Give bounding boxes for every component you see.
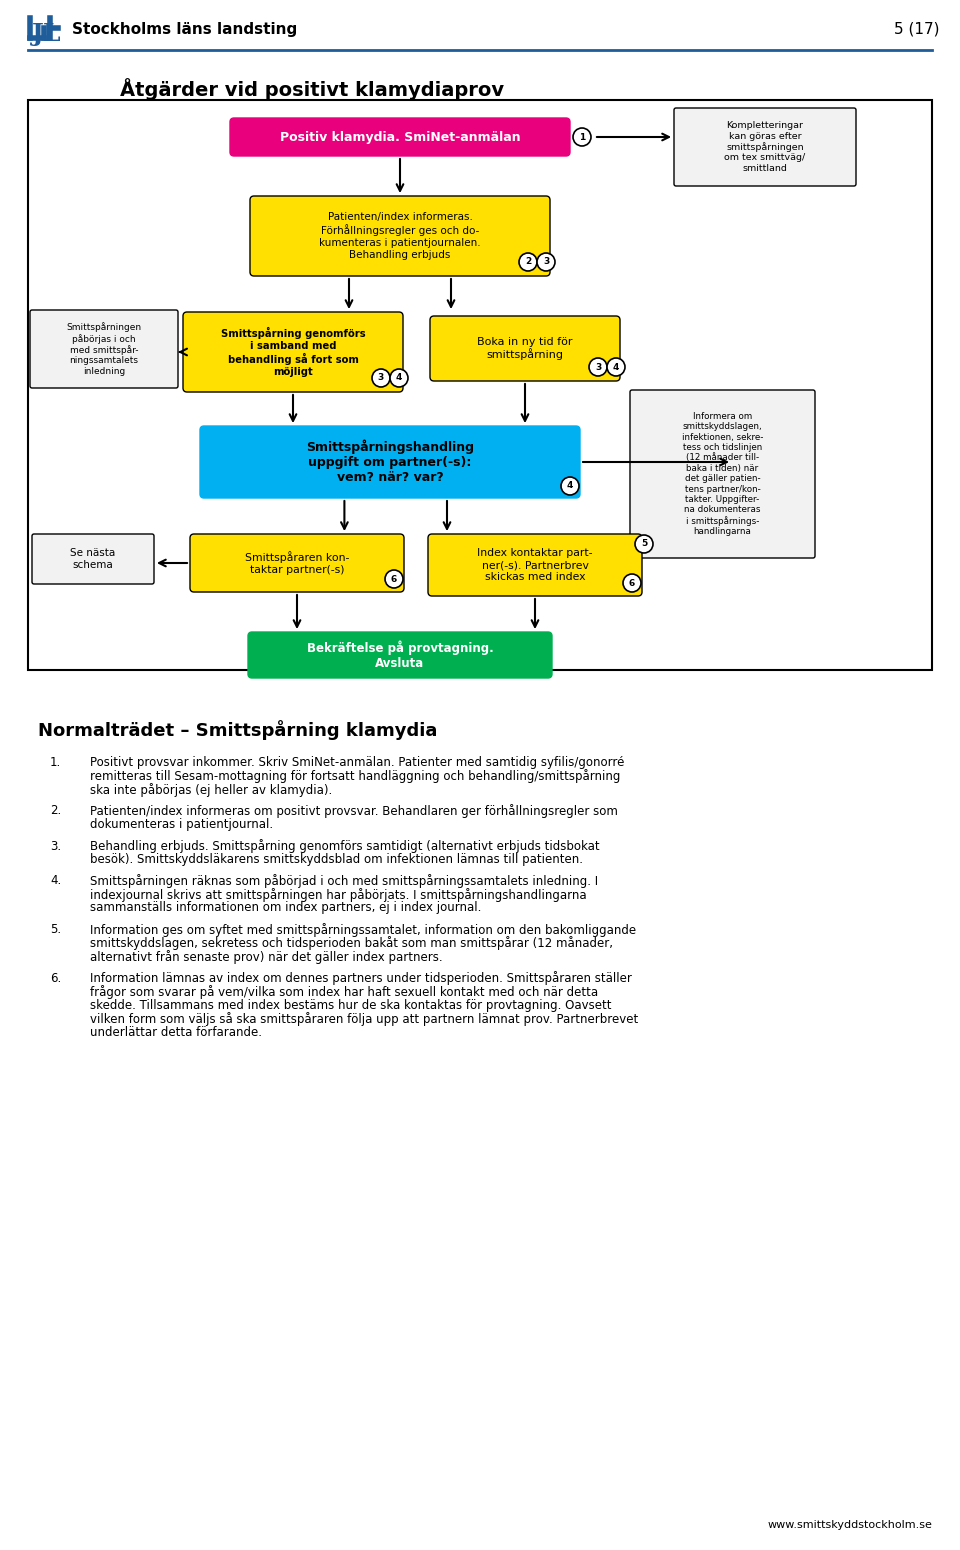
Text: 3: 3 [378,374,384,383]
Text: smittskyddslagen, sekretess och tidsperioden bakåt som man smittspårar (12 månad: smittskyddslagen, sekretess och tidsperi… [90,936,613,950]
FancyBboxPatch shape [630,391,815,558]
FancyBboxPatch shape [428,535,642,597]
Text: Smittspårningen
påbörjas i och
med smittspår-
ningssamtalets
inledning: Smittspårningen påbörjas i och med smitt… [66,322,141,375]
Text: 3: 3 [595,363,601,372]
Text: 4.: 4. [50,874,61,888]
Text: 6: 6 [629,578,636,587]
Text: Index kontaktar part-
ner(-s). Partnerbrev
skickas med index: Index kontaktar part- ner(-s). Partnerbr… [477,549,592,581]
Text: www.smittskyddstockholm.se: www.smittskyddstockholm.se [767,1521,932,1530]
Text: Bekräftelse på provtagning.
Avsluta: Bekräftelse på provtagning. Avsluta [306,640,493,670]
FancyBboxPatch shape [28,101,932,670]
Text: underlättar detta förfarande.: underlättar detta förfarande. [90,1026,262,1039]
Text: Smittspårning genomförs
i samband med
behandling så fort som
möjligt: Smittspårning genomförs i samband med be… [221,327,366,377]
Circle shape [372,369,390,388]
Text: Kompletteringar
kan göras efter
smittspårningen
om tex smittväg/
smittland: Kompletteringar kan göras efter smittspå… [725,121,805,174]
Text: skedde. Tillsammans med index bestäms hur de ska kontaktas för provtagning. Oavs: skedde. Tillsammans med index bestäms hu… [90,998,612,1012]
Circle shape [561,477,579,494]
Text: sammanställs informationen om index partners, ej i index journal.: sammanställs informationen om index part… [90,902,481,914]
Text: 5 (17): 5 (17) [895,22,940,37]
Text: 2: 2 [525,257,531,267]
Text: dokumenteras i patientjournal.: dokumenteras i patientjournal. [90,818,274,831]
Circle shape [537,253,555,271]
Text: Behandling erbjuds. Smittspårning genomförs samtidigt (alternativt erbjuds tidsb: Behandling erbjuds. Smittspårning genomf… [90,840,600,854]
Text: 4: 4 [396,374,402,383]
Text: J: J [32,22,44,46]
Text: Smittspårningshandling
uppgift om partner(-s):
vem? när? var?: Smittspårningshandling uppgift om partne… [306,440,474,484]
FancyBboxPatch shape [250,195,550,276]
Text: Informera om
smittskyddslagen,
infektionen, sekre-
tess och tidslinjen
(12 månad: Informera om smittskyddslagen, infektion… [682,412,763,536]
Text: Åtgärder vid positivt klamydiaprov: Åtgärder vid positivt klamydiaprov [120,78,504,101]
Text: 6.: 6. [50,972,61,984]
Text: 2.: 2. [50,804,61,817]
Text: L: L [43,22,60,46]
Text: 5: 5 [641,539,647,549]
Text: alternativt från senaste prov) när det gäller index partners.: alternativt från senaste prov) när det g… [90,950,443,964]
Text: 1.: 1. [50,756,61,769]
Circle shape [589,358,607,377]
Text: 4: 4 [612,363,619,372]
FancyBboxPatch shape [430,316,620,381]
Text: Information lämnas av index om dennes partners under tidsperioden. Smittspåraren: Information lämnas av index om dennes pa… [90,972,632,986]
Circle shape [519,253,537,271]
FancyBboxPatch shape [30,310,178,388]
Text: Boka in ny tid för
smittspårning: Boka in ny tid för smittspårning [477,336,573,361]
FancyBboxPatch shape [200,426,580,498]
Text: ska inte påbörjas (ej heller av klamydia).: ska inte påbörjas (ej heller av klamydia… [90,783,332,797]
FancyBboxPatch shape [230,118,570,157]
Text: vilken form som väljs så ska smittspåraren följa upp att partnern lämnat prov. P: vilken form som väljs så ska smittspårar… [90,1012,638,1026]
Text: Se nästa
schema: Se nästa schema [70,549,115,570]
Text: Smittspåraren kon-
taktar partner(-s): Smittspåraren kon- taktar partner(-s) [245,552,349,575]
Text: Stockholms läns landsting: Stockholms läns landsting [72,22,298,37]
FancyBboxPatch shape [183,312,403,392]
Circle shape [390,369,408,388]
Circle shape [635,535,653,553]
Text: frågor som svarar på vem/vilka som index har haft sexuell kontakt med och när de: frågor som svarar på vem/vilka som index… [90,984,598,998]
Text: besök). Smittskyddsläkarens smittskyddsblad om infektionen lämnas till patienten: besök). Smittskyddsläkarens smittskyddsb… [90,853,583,866]
Text: Positiv klamydia. SmiNet-anmälan: Positiv klamydia. SmiNet-anmälan [279,130,520,144]
Text: indexjournal skrivs att smittspårningen har påbörjats. I smittspårningshandlinga: indexjournal skrivs att smittspårningen … [90,888,587,902]
FancyBboxPatch shape [248,632,552,677]
Text: Smittspårningen räknas som påbörjad i och med smittspårningssamtalets inledning.: Smittspårningen räknas som påbörjad i oc… [90,874,598,888]
Text: 5.: 5. [50,922,61,936]
Circle shape [623,574,641,592]
Text: 4: 4 [566,482,573,490]
Circle shape [385,570,403,587]
Text: remitteras till Sesam-mottagning för fortsatt handläggning och behandling/smitts: remitteras till Sesam-mottagning för for… [90,769,620,783]
Text: Patienten/index informeras.
Förhållningsregler ges och do-
kumenteras i patientj: Patienten/index informeras. Förhållnings… [319,212,481,259]
FancyBboxPatch shape [674,109,856,186]
Text: 6: 6 [391,575,397,583]
Text: Normalträdet – Smittspårning klamydia: Normalträdet – Smittspårning klamydia [38,721,438,739]
Circle shape [607,358,625,377]
FancyBboxPatch shape [190,535,404,592]
Circle shape [573,129,591,146]
FancyBboxPatch shape [32,535,154,584]
Text: Information ges om syftet med smittspårningssamtalet, information om den bakomli: Information ges om syftet med smittspårn… [90,922,636,936]
Text: 1: 1 [579,132,586,141]
Text: Patienten/index informeras om positivt provsvar. Behandlaren ger förhållningsreg: Patienten/index informeras om positivt p… [90,804,618,818]
Text: Positivt provsvar inkommer. Skriv SmiNet-anmälan. Patienter med samtidig syfilis: Positivt provsvar inkommer. Skriv SmiNet… [90,756,624,769]
Text: 3.: 3. [50,840,61,852]
Text: 3: 3 [542,257,549,267]
